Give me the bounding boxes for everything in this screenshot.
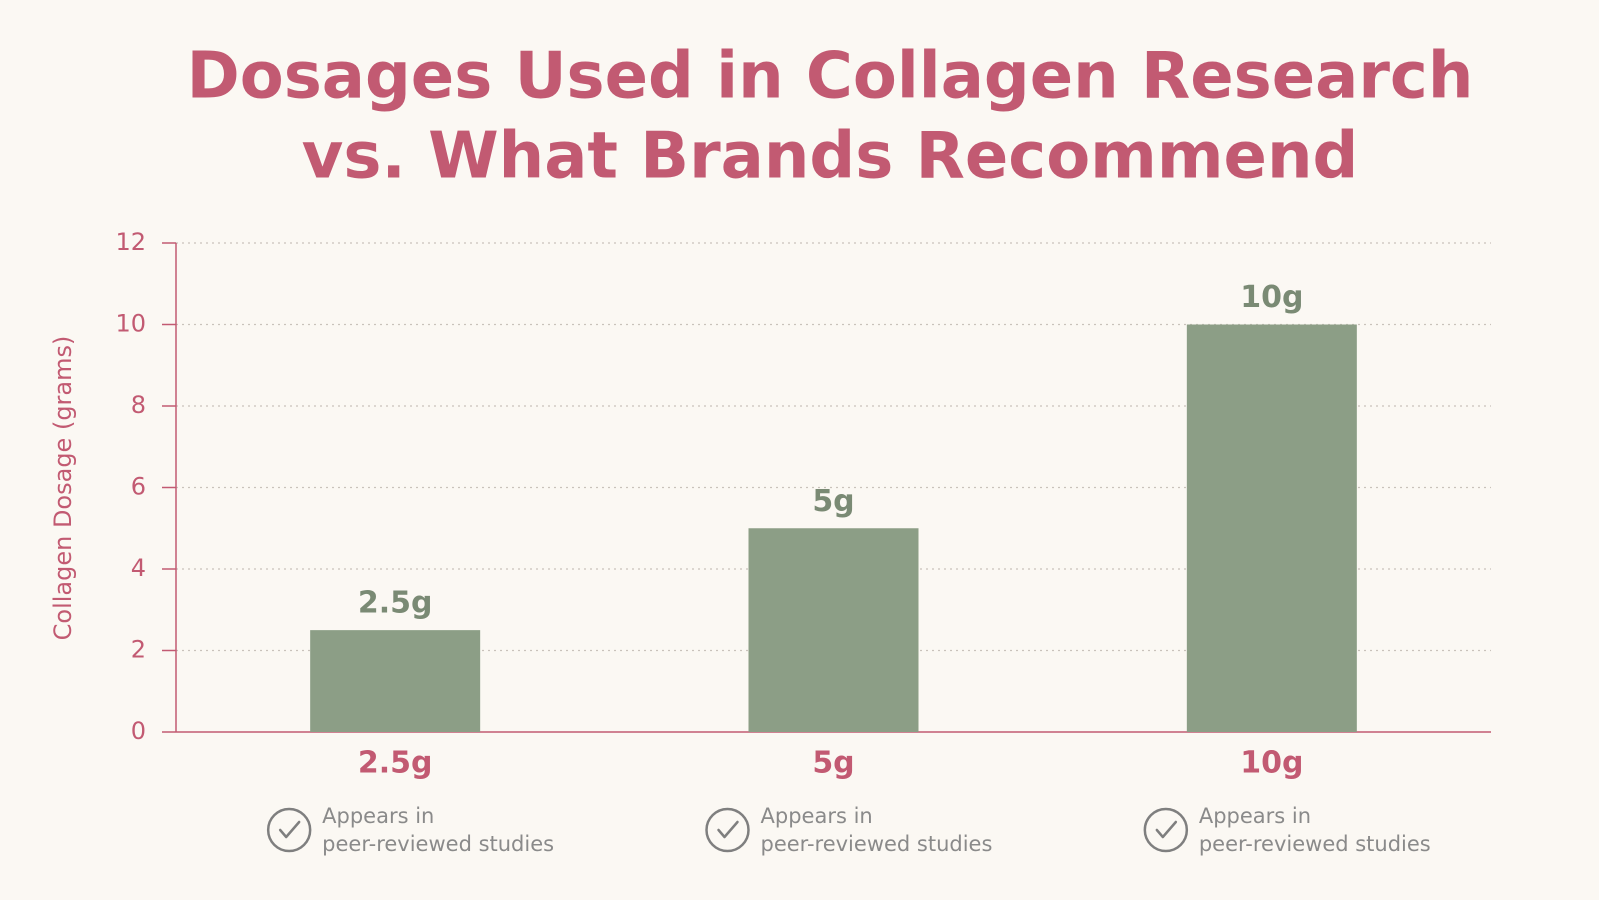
check-icon [266, 807, 312, 853]
note-text: peer-reviewed studies [322, 832, 554, 856]
note-text: peer-reviewed studies [761, 832, 993, 856]
check-icon [1143, 807, 1189, 853]
y-tick-label: 8 [131, 391, 146, 419]
x-tick-label: 2.5g [358, 746, 433, 781]
y-tick-label: 12 [115, 228, 146, 256]
check-mark [1155, 820, 1178, 839]
check-mark [278, 820, 301, 839]
bar [1186, 324, 1357, 732]
bar [310, 630, 481, 732]
x-tick-label: 5g [812, 746, 854, 781]
data-label: 10g [1240, 280, 1303, 315]
y-axis-label: Collagen Dosage (grams) [49, 336, 77, 641]
data-label: 5g [812, 484, 854, 519]
check-icon [705, 807, 750, 853]
y-tick-label: 6 [131, 473, 146, 501]
y-tick-label: 4 [131, 554, 146, 582]
y-tick-label: 0 [131, 717, 146, 745]
note-text: Appears in [761, 804, 873, 828]
y-tick-label: 10 [115, 310, 146, 338]
x-tick-label: 10g [1240, 746, 1303, 781]
chart-title: vs. What Brands Recommend [302, 120, 1359, 194]
y-tick-label: 2 [131, 636, 146, 664]
chart-title: Dosages Used in Collagen Research [187, 40, 1474, 114]
bar [748, 528, 919, 732]
note-text: Appears in [322, 804, 434, 828]
note-text: Appears in [1199, 804, 1311, 828]
note-text: peer-reviewed studies [1199, 832, 1431, 856]
check-mark [717, 820, 739, 839]
data-label: 2.5g [358, 586, 433, 621]
